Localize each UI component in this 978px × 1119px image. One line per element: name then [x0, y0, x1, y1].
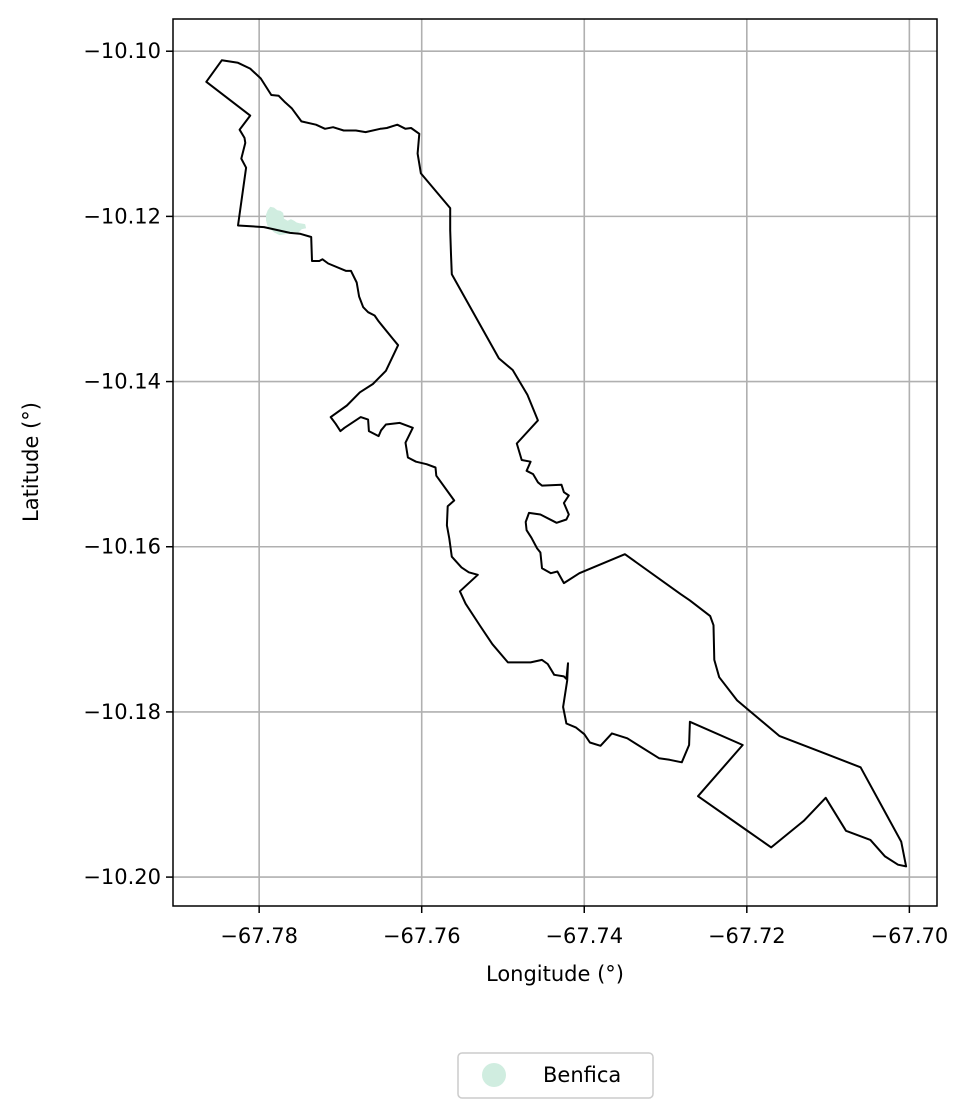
x-axis-title: Longitude (°)	[486, 962, 624, 986]
x-tick-label: −67.70	[871, 924, 949, 948]
x-tick-label: −67.74	[545, 924, 623, 948]
legend-marker-benfica	[482, 1063, 506, 1087]
x-tick-label: −67.72	[708, 924, 786, 948]
legend: Benfica	[457, 1052, 654, 1099]
y-tick-label: −10.12	[83, 204, 161, 228]
map-data	[205, 59, 908, 868]
y-tick-label: −10.20	[83, 865, 161, 889]
district-polygon-benfica	[266, 206, 307, 236]
y-tick-label: −10.14	[83, 370, 161, 394]
legend-label-benfica: Benfica	[543, 1063, 621, 1087]
x-tick-label: −67.78	[220, 924, 298, 948]
x-tick-label: −67.76	[383, 924, 461, 948]
y-axis-title: Latitude (°)	[19, 402, 43, 522]
y-tick-label: −10.10	[83, 39, 161, 63]
gridlines	[173, 19, 937, 906]
y-tick-label: −10.16	[83, 535, 161, 559]
y-tick-label: −10.18	[83, 700, 161, 724]
municipality-boundary	[205, 59, 908, 868]
axis-ticks: −67.78 −67.76 −67.74 −67.72 −67.70 −10.10 −10.…	[83, 39, 948, 948]
plot-frame	[172, 18, 938, 907]
legend-frame	[457, 1052, 654, 1099]
